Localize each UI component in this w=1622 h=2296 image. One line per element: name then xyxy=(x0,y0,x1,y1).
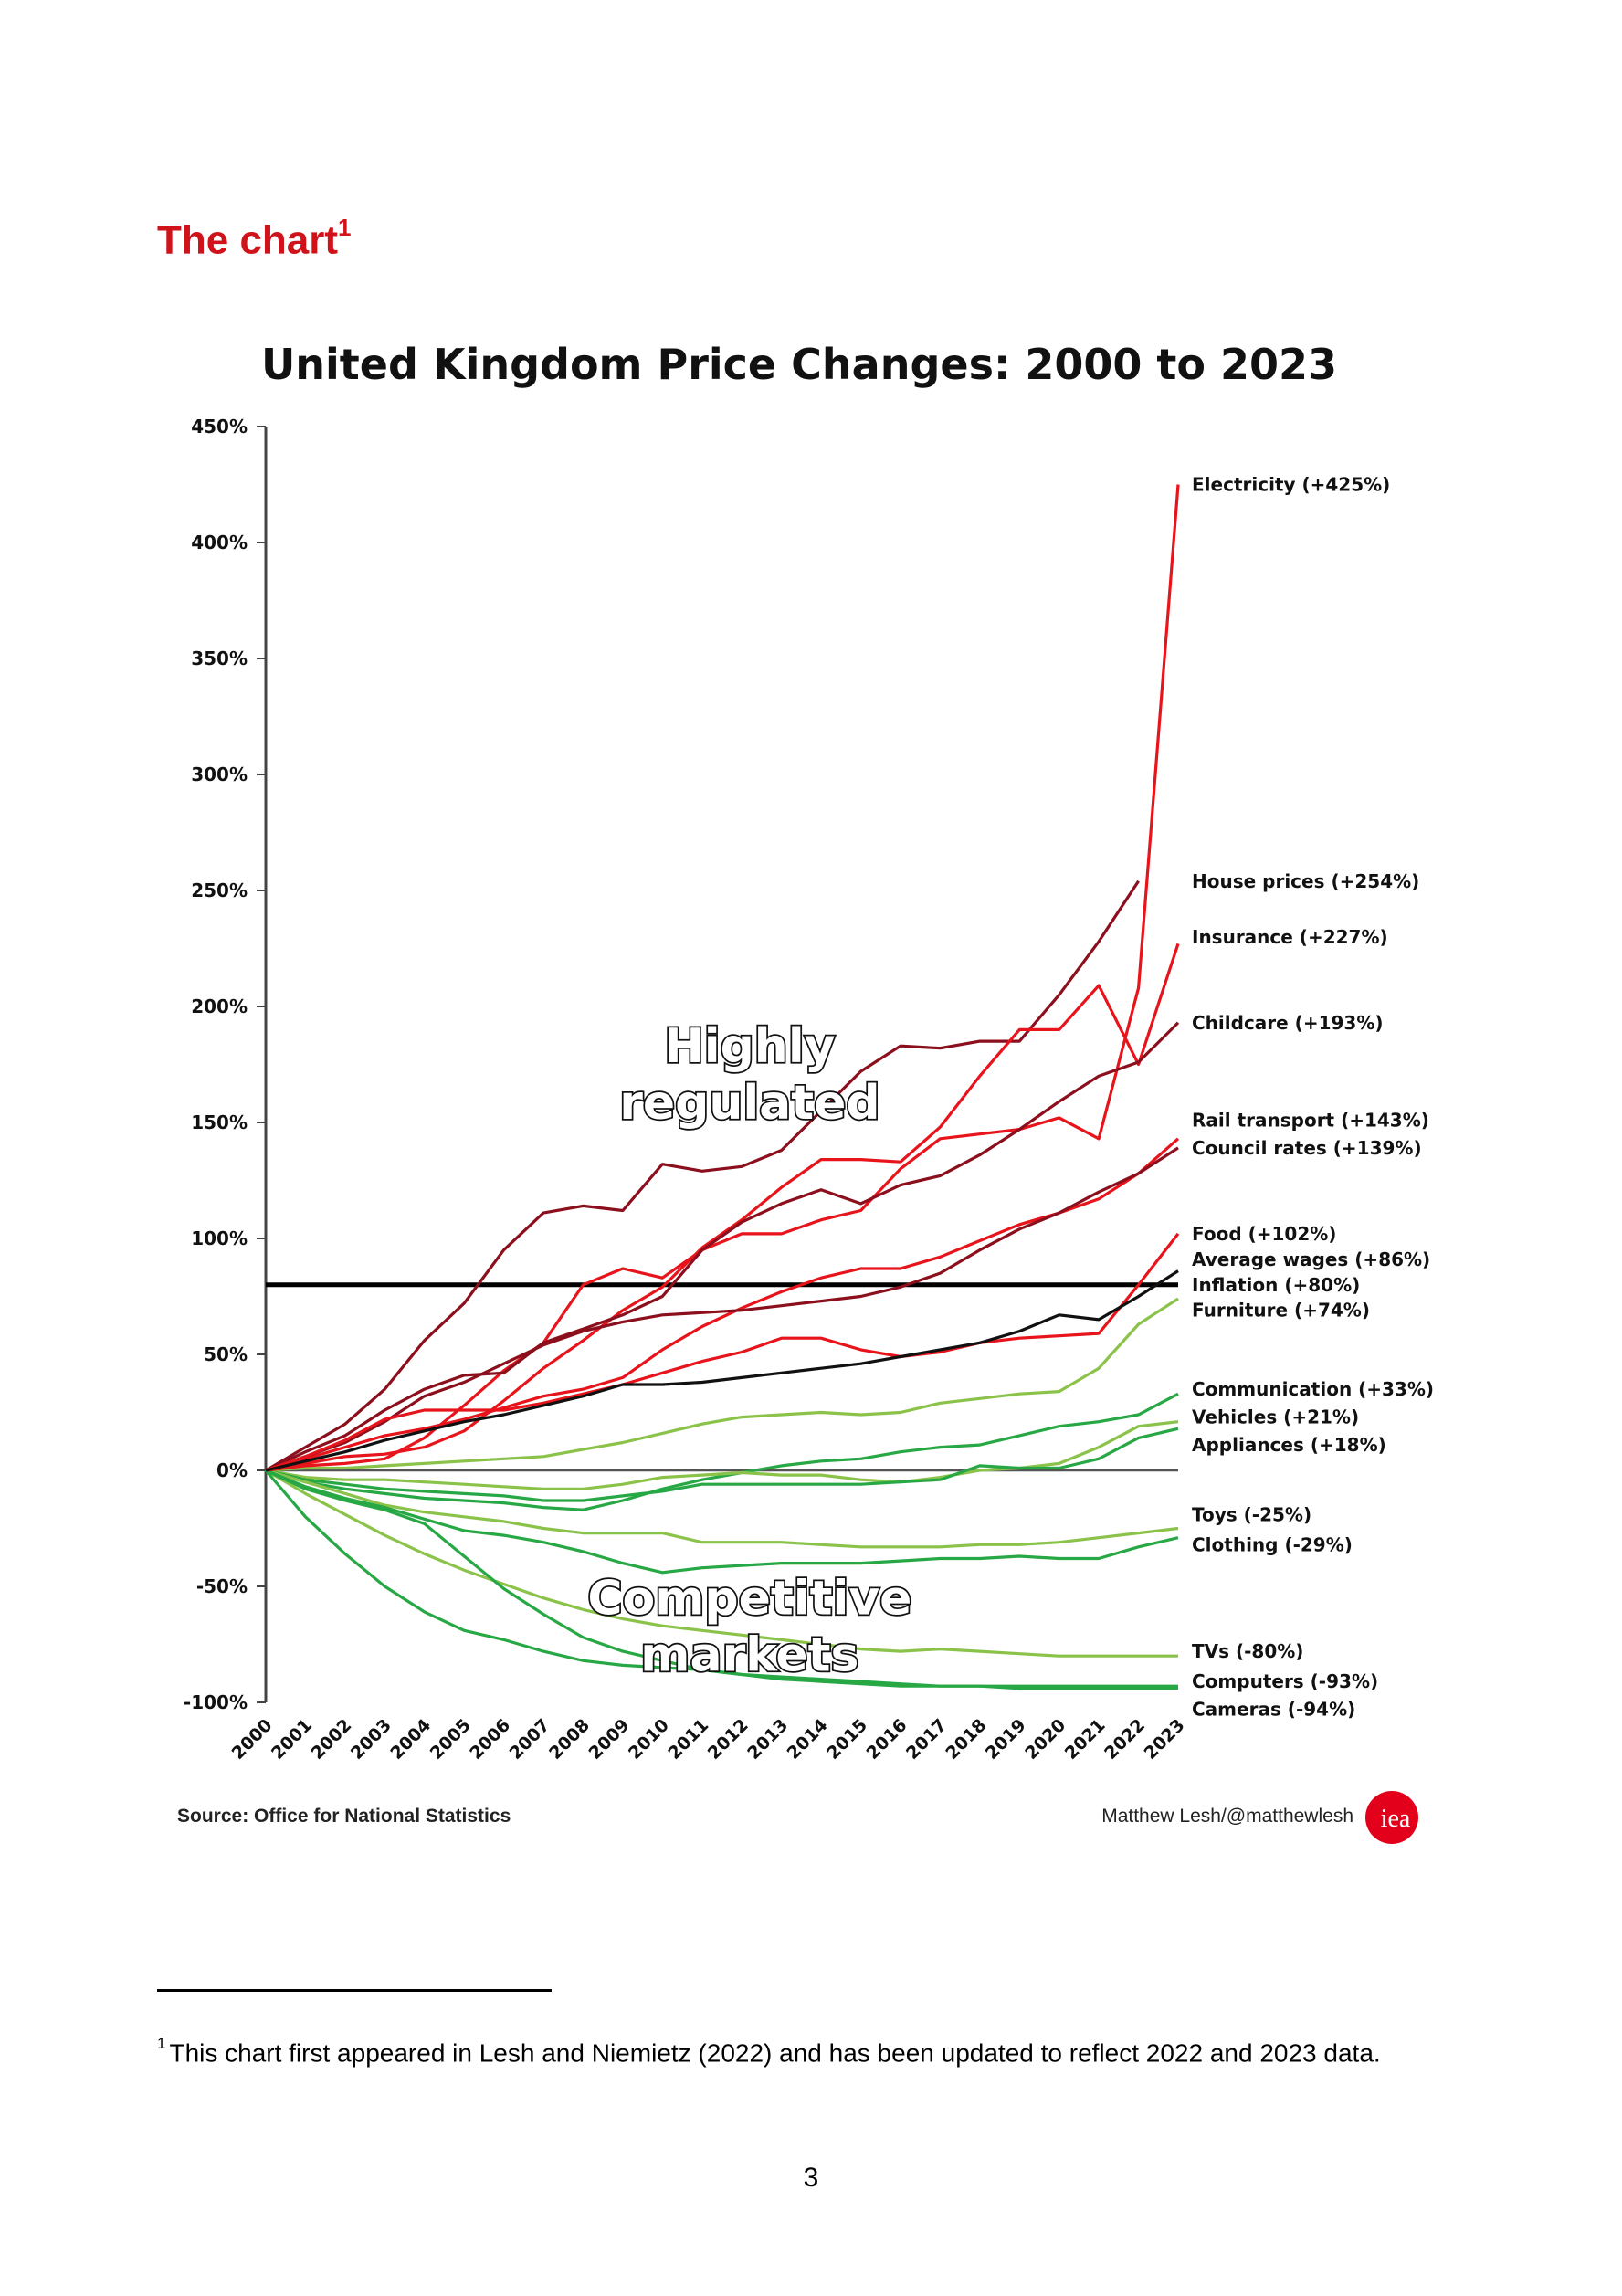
x-tick-label: 2017 xyxy=(902,1715,951,1764)
series-line-childcare xyxy=(265,1021,1180,1472)
y-tick-label: 50% xyxy=(204,1343,248,1365)
x-tick-label: 2008 xyxy=(545,1715,594,1764)
series-line-house-prices xyxy=(265,879,1140,1472)
section-heading-text: The chart xyxy=(157,217,339,263)
footnote-text: This chart first appeared in Lesh and Ni… xyxy=(169,2038,1381,2068)
series-label-communication: Communication (+33%) xyxy=(1192,1378,1434,1400)
x-tick-label: 2004 xyxy=(386,1715,435,1764)
series-label-food: Food (+102%) xyxy=(1192,1223,1336,1245)
y-tick-label: 300% xyxy=(191,764,248,785)
footnote: 1 This chart first appeared in Lesh and N… xyxy=(157,2035,1381,2068)
footnote-reference[interactable]: 1 xyxy=(338,214,352,241)
x-tick-label: 2022 xyxy=(1101,1715,1149,1764)
y-tick-label: 350% xyxy=(191,648,248,669)
series-lines xyxy=(264,484,1180,1690)
x-tick-label: 2010 xyxy=(625,1715,673,1764)
series-label-childcare: Childcare (+193%) xyxy=(1192,1012,1384,1034)
y-tick-label: 400% xyxy=(191,532,248,553)
y-tick-label: 0% xyxy=(216,1459,248,1481)
x-axis: 2000200120022003200420052006200720082009… xyxy=(228,1715,1189,1764)
x-tick-label: 2015 xyxy=(823,1715,871,1764)
x-tick-label: 2007 xyxy=(506,1715,554,1764)
x-tick-label: 2006 xyxy=(466,1715,514,1764)
x-tick-label: 2001 xyxy=(268,1715,316,1764)
series-line-council-rates xyxy=(265,1146,1179,1472)
x-tick-label: 2012 xyxy=(704,1715,753,1764)
x-tick-label: 2000 xyxy=(228,1715,277,1764)
series-line-appliances xyxy=(265,1427,1179,1502)
footnote-number: 1 xyxy=(157,2035,166,2052)
annotation-highly-regulated-line: Highly xyxy=(664,1019,835,1074)
series-line-rail-transport xyxy=(265,1137,1180,1472)
price-changes-chart: United Kingdom Price Changes: 2000 to 20… xyxy=(177,340,1434,1844)
x-tick-label: 2003 xyxy=(347,1715,395,1764)
x-tick-label: 2023 xyxy=(1141,1715,1189,1764)
series-label-clothing: Clothing (-29%) xyxy=(1192,1533,1353,1555)
series-label-rail-transport: Rail transport (+143%) xyxy=(1192,1109,1429,1131)
chart-title: United Kingdom Price Changes: 2000 to 20… xyxy=(261,340,1337,389)
series-line-food xyxy=(265,1232,1180,1472)
x-tick-label: 2011 xyxy=(664,1715,712,1764)
series-line-tvs xyxy=(265,1469,1178,1658)
y-tick-label: 150% xyxy=(191,1111,248,1133)
series-label-house-prices: House prices (+254%) xyxy=(1192,870,1419,892)
x-tick-label: 2009 xyxy=(585,1715,633,1764)
series-line-communication xyxy=(265,1392,1179,1511)
series-label-toys: Toys (-25%) xyxy=(1192,1503,1311,1525)
series-line-average-wages xyxy=(265,1269,1179,1472)
series-label-inflation: Inflation (+80%) xyxy=(1192,1274,1360,1296)
y-tick-label: 100% xyxy=(191,1227,248,1249)
series-label-tvs: TVs (-80%) xyxy=(1192,1640,1303,1662)
x-tick-label: 2005 xyxy=(427,1715,475,1764)
series-label-appliances: Appliances (+18%) xyxy=(1192,1434,1386,1456)
iea-logo: iea xyxy=(1365,1791,1418,1844)
series-label-furniture: Furniture (+74%) xyxy=(1192,1300,1370,1322)
annotation-competitive-markets-line: Competitive xyxy=(587,1571,911,1626)
x-tick-label: 2019 xyxy=(982,1715,1030,1764)
series-labels: Electricity (+425%) House prices (+254%) I… xyxy=(1192,474,1434,1721)
series-line-insurance xyxy=(265,943,1180,1472)
iea-logo-text: iea xyxy=(1381,1805,1411,1833)
x-tick-label: 2014 xyxy=(784,1715,832,1764)
page-number: 3 xyxy=(803,2163,819,2193)
series-label-computers: Computers (-93%) xyxy=(1192,1670,1378,1692)
x-tick-label: 2013 xyxy=(743,1715,792,1764)
series-line-electricity xyxy=(265,484,1180,1472)
source-note: Source: Office for National Statistics xyxy=(177,1806,511,1827)
series-line-furniture xyxy=(265,1297,1179,1472)
y-tick-label: 200% xyxy=(191,995,248,1017)
series-label-vehicles: Vehicles (+21%) xyxy=(1192,1406,1359,1428)
series-label-council-rates: Council rates (+139%) xyxy=(1192,1137,1422,1159)
series-label-electricity: Electricity (+425%) xyxy=(1192,474,1390,496)
y-axis: -100% -50% 0% 50% 100% 150% 200% 250% 300% 350% 40… xyxy=(184,416,268,1713)
annotation-competitive-markets-line: markets xyxy=(640,1627,858,1682)
x-tick-label: 2020 xyxy=(1021,1715,1069,1764)
section-heading: The chart1 xyxy=(157,214,352,264)
series-label-insurance: Insurance (+227%) xyxy=(1192,926,1388,948)
footnote-divider xyxy=(157,1989,552,1992)
x-tick-label: 2002 xyxy=(307,1715,355,1764)
series-line-cameras xyxy=(264,1469,1178,1690)
iea-logo-circle xyxy=(1365,1791,1418,1844)
annotation-highly-regulated-line: regulated xyxy=(619,1076,879,1131)
y-tick-label: 450% xyxy=(191,416,248,437)
y-tick-label: -100% xyxy=(184,1691,248,1713)
x-tick-label: 2021 xyxy=(1061,1715,1110,1764)
series-line-toys xyxy=(265,1469,1179,1549)
reference-lines xyxy=(266,1282,1178,1472)
y-tick-label: 250% xyxy=(191,879,248,901)
series-label-average-wages: Average wages (+86%) xyxy=(1192,1248,1430,1270)
x-tick-label: 2016 xyxy=(863,1715,911,1764)
author-credit: Matthew Lesh/@matthewlesh xyxy=(1101,1806,1353,1827)
series-label-cameras: Cameras (-94%) xyxy=(1192,1699,1355,1721)
series-line-clothing xyxy=(265,1469,1179,1575)
y-tick-label: -50% xyxy=(196,1575,248,1597)
x-tick-label: 2018 xyxy=(942,1715,990,1764)
